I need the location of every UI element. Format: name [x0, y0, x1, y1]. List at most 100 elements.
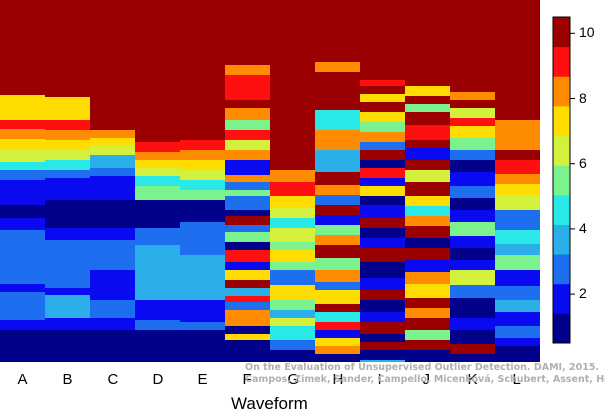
heatmap-cell [180, 300, 225, 322]
heatmap-cell [270, 250, 315, 262]
heatmap-cell [315, 354, 360, 362]
heatmap-cell [495, 120, 540, 150]
heatmap-cell [360, 160, 405, 168]
heatmap-cell [0, 320, 45, 330]
heatmap-cell [450, 222, 495, 236]
heatmap-cell [360, 342, 405, 350]
heatmap-cell [495, 346, 540, 362]
heatmap-cell [360, 122, 405, 132]
heatmap-cell [360, 350, 405, 360]
heatmap-cell [315, 245, 360, 258]
heatmap-cell [0, 120, 45, 129]
heatmap-cell [90, 300, 135, 318]
heatmap-cell [360, 360, 405, 362]
heatmap-cell [450, 210, 495, 222]
heatmap-cell [90, 200, 135, 228]
heatmap-cell [405, 248, 450, 260]
heatmap-cell [315, 130, 360, 150]
heatmap-cell [225, 242, 270, 250]
heatmap-cell [225, 210, 270, 216]
heatmap-cell [405, 298, 450, 308]
x-tick-label: J [422, 371, 431, 388]
heatmap-cell [360, 196, 405, 205]
heatmap-cell [225, 175, 270, 182]
heatmap-cell [270, 270, 315, 285]
heatmap-cell [360, 228, 405, 238]
heatmap-cell [405, 308, 450, 318]
heatmap-cell [90, 270, 135, 300]
heatmap-cell [360, 322, 405, 334]
heatmap-cell [405, 318, 450, 330]
heatmap-cell [450, 198, 495, 210]
heatmap-cell [270, 228, 315, 242]
heatmap-cell [90, 145, 135, 155]
heatmap-cell [450, 84, 495, 92]
heatmap-cell [360, 218, 405, 228]
heatmap-cell [0, 0, 45, 80]
heatmap-cell [270, 242, 315, 250]
heatmap-cell [225, 296, 270, 302]
heatmap-cell [225, 280, 270, 288]
heatmap-cell [450, 160, 495, 172]
heatmap-cell [135, 142, 180, 152]
heatmap-cell [360, 94, 405, 102]
colorbar-swatch [553, 76, 570, 107]
x-tick-label: H [332, 371, 344, 388]
heatmap-cell [450, 100, 495, 108]
heatmap-cell [135, 176, 180, 186]
heatmap-cell [45, 200, 90, 228]
heatmap-cell [315, 304, 360, 312]
heatmap-cell [360, 132, 405, 142]
heatmap-cell [135, 0, 180, 122]
heatmap-cell [495, 338, 540, 346]
heatmap-cell [225, 75, 270, 100]
heatmap-cell [0, 218, 45, 230]
heatmap-cell [135, 152, 180, 160]
heatmap-cell [225, 302, 270, 310]
colorbar-swatch [553, 283, 570, 314]
heatmap-cell [405, 148, 450, 160]
heatmap-cell [135, 160, 180, 168]
heatmap-cell [270, 262, 315, 270]
heatmap-cell [450, 118, 495, 126]
heatmap-cell [90, 176, 135, 200]
heatmap-cell [225, 140, 270, 150]
colorbar-tick-label: 10 [579, 24, 595, 41]
heatmap-cell [225, 232, 270, 242]
heatmap-cell [45, 295, 90, 318]
heatmap-cell [90, 122, 135, 130]
heatmap-cell [450, 344, 495, 354]
heatmap-cell [225, 190, 270, 196]
heatmap-cell [225, 250, 270, 262]
heatmap-cell [315, 330, 360, 338]
x-tick-label: A [17, 371, 28, 388]
colorbar-swatch [553, 254, 570, 285]
colorbar-tick-label: 2 [579, 285, 587, 302]
heatmap-cell [315, 290, 360, 304]
heatmap-cell [225, 160, 270, 175]
heatmap-cell [0, 162, 45, 170]
heatmap-cell [45, 80, 90, 97]
heatmap-cell [225, 225, 270, 232]
heatmap-cell [0, 180, 45, 205]
heatmap-cell [315, 338, 360, 346]
heatmap-cell [180, 140, 225, 150]
heatmap-cell [180, 330, 225, 362]
heatmap-cell [315, 312, 360, 322]
heatmap-cell [360, 290, 405, 300]
colorbar-tick-label: 6 [579, 154, 587, 171]
heatmap-cell [0, 284, 45, 292]
heatmap-cell [90, 228, 135, 240]
heatmap-cell [495, 286, 540, 300]
heatmap-cell [360, 150, 405, 160]
heatmap-cell [315, 225, 360, 235]
heatmap-cell [450, 298, 495, 318]
heatmap-cell [450, 354, 495, 362]
heatmap-cell [225, 340, 270, 362]
heatmap-cell [360, 72, 405, 80]
heatmap-cell [360, 262, 405, 278]
heatmap-cell [90, 330, 135, 362]
heatmap-cell [450, 138, 495, 150]
colorbar-tick-label: 4 [579, 219, 587, 236]
